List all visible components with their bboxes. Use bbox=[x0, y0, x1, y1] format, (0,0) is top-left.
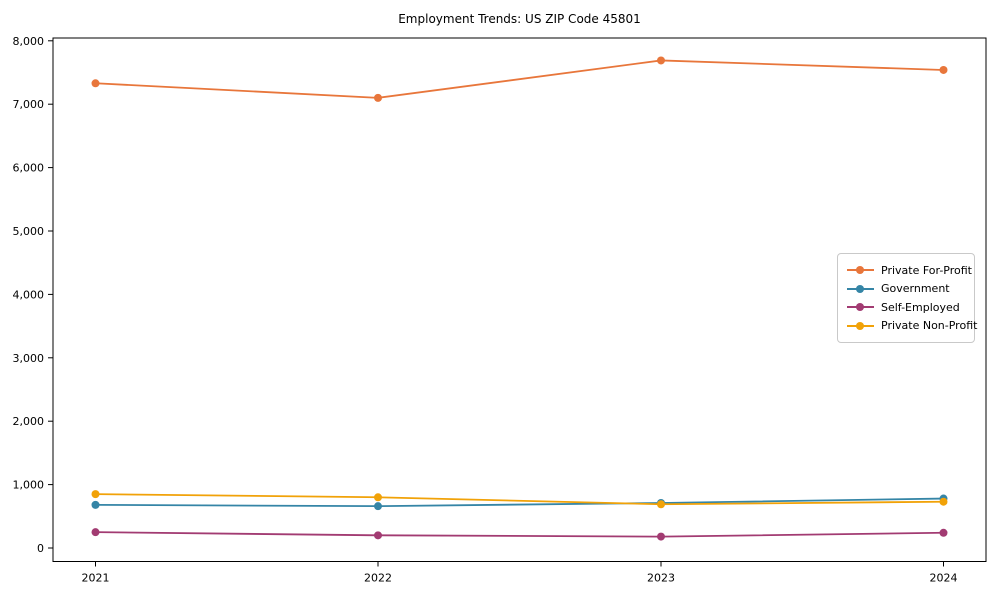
data-point-private-non-profit-2022 bbox=[374, 493, 382, 502]
legend-marker-self-employed-icon bbox=[847, 303, 874, 312]
y-tick-label: 6,000 bbox=[13, 162, 45, 175]
data-point-private-non-profit-2024 bbox=[939, 497, 948, 506]
legend-item-self-employed: Self-Employed bbox=[847, 298, 966, 316]
data-point-self-employed-2024 bbox=[939, 528, 948, 537]
data-point-private-for-profit-2023 bbox=[657, 56, 665, 65]
legend-item-private-for-profit: Private For-Profit bbox=[847, 261, 972, 279]
data-point-private-non-profit-2021 bbox=[91, 490, 100, 499]
data-point-self-employed-2021 bbox=[91, 528, 100, 537]
x-tick-label: 2021 bbox=[82, 572, 110, 585]
data-point-private-for-profit-2022 bbox=[374, 93, 382, 102]
data-point-private-for-profit-2021 bbox=[91, 79, 100, 88]
data-point-private-non-profit-2023 bbox=[657, 500, 665, 509]
series-line-self-employed bbox=[95, 531, 944, 538]
data-point-private-for-profit-2024 bbox=[939, 65, 948, 74]
legend-marker-government-icon bbox=[847, 284, 874, 293]
y-tick-label: 2,000 bbox=[13, 415, 45, 428]
data-point-self-employed-2023 bbox=[657, 532, 665, 541]
data-point-government-2022 bbox=[374, 502, 382, 511]
x-tick-label: 2022 bbox=[364, 572, 392, 585]
y-tick-label: 7,000 bbox=[13, 98, 45, 111]
y-tick-label: 4,000 bbox=[13, 288, 45, 301]
legend-marker-private-for-profit-icon bbox=[847, 266, 874, 274]
legend-marker-private-non-profit-icon bbox=[847, 321, 874, 330]
chart-title: Employment Trends: US ZIP Code 45801 bbox=[398, 12, 641, 26]
series-line-government bbox=[95, 497, 944, 508]
y-tick-label: 3,000 bbox=[13, 352, 45, 365]
x-tick-label: 2024 bbox=[930, 572, 958, 585]
y-tick-label: 5,000 bbox=[13, 225, 45, 238]
legend-item-private-non-profit: Private Non-Profit bbox=[847, 317, 977, 335]
data-point-self-employed-2022 bbox=[374, 531, 382, 540]
legend-item-government: Government bbox=[847, 280, 966, 298]
series-line-private-non-profit bbox=[95, 493, 944, 506]
series-line-private-for-profit bbox=[95, 59, 944, 99]
chart-legend: Private For-Profit Government Self-Employe… bbox=[837, 253, 977, 343]
x-tick-label: 2023 bbox=[647, 572, 675, 585]
legend-label: Private For-Profit bbox=[881, 263, 972, 277]
y-tick-label: 1,000 bbox=[13, 479, 45, 492]
y-tick-label: 0 bbox=[37, 542, 44, 555]
legend-label: Government bbox=[881, 282, 950, 296]
legend-label: Self-Employed bbox=[881, 300, 960, 314]
legend-label: Private Non-Profit bbox=[881, 319, 978, 333]
data-point-government-2021 bbox=[91, 500, 100, 509]
plot-frame bbox=[52, 37, 987, 562]
y-tick-label: 8,000 bbox=[13, 35, 45, 48]
